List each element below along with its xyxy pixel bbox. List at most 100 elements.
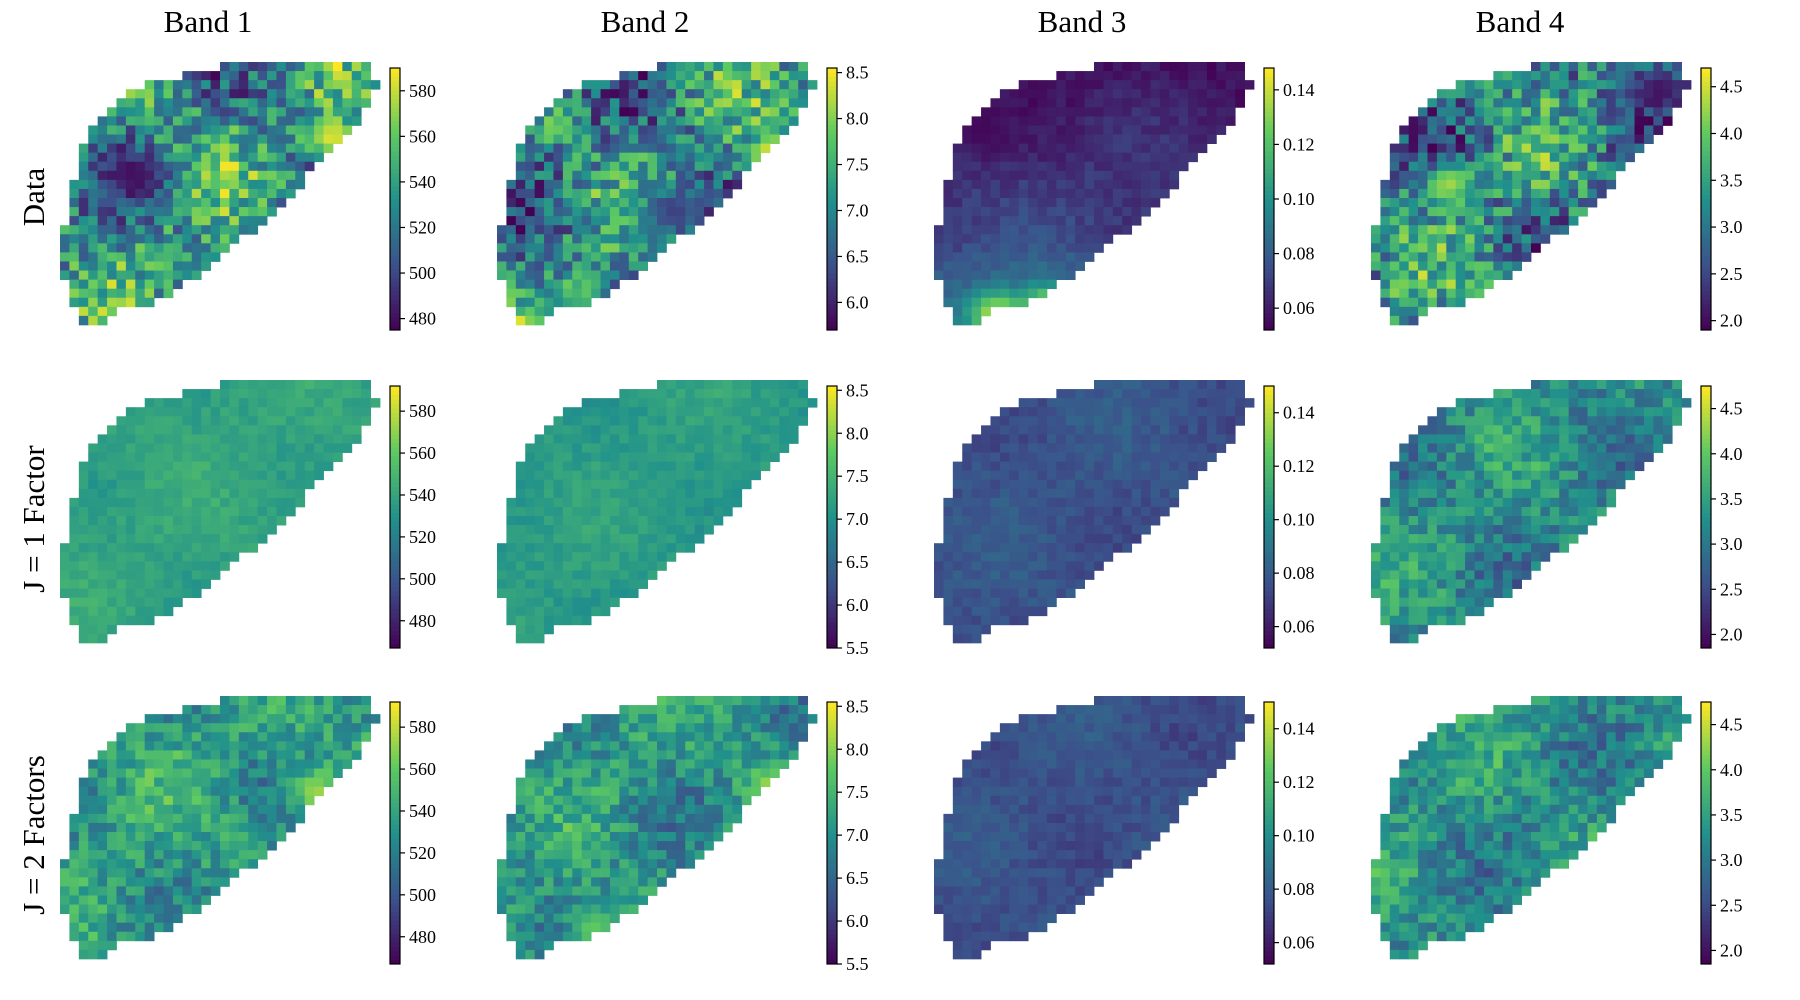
raster-cell [1018,534,1029,544]
raster-cell [285,179,296,190]
raster-cell [248,488,259,499]
raster-cell [1131,80,1142,90]
raster-cell [619,243,630,253]
raster-cell [628,89,639,99]
raster-cell [544,125,554,135]
raster-cell [97,315,108,326]
raster-cell [544,561,554,571]
raster-cell [220,516,230,526]
raster-cell [229,389,240,399]
raster-cell [248,389,259,399]
raster-cell [1094,552,1104,562]
raster-cell [191,225,202,235]
raster-cell [1112,398,1123,408]
raster-cell [116,279,127,290]
colorbar-swatch [827,85,837,91]
colorbar-swatch [827,207,837,213]
raster-cell [609,152,620,163]
raster-cell [1549,425,1560,435]
raster-cell [1493,134,1504,144]
raster-cell [163,606,174,617]
raster-cell [1380,270,1391,280]
raster-cell [1521,107,1532,117]
raster-cell [1122,107,1133,117]
raster-cell [1028,425,1038,435]
raster-cell [1178,398,1189,408]
raster-cell [553,116,564,126]
raster-cell [116,161,127,172]
raster-cell [1578,380,1588,390]
raster-cell [1559,134,1570,144]
raster-cell [238,470,249,481]
raster-cell [591,207,601,217]
raster-cell [1141,516,1151,526]
raster-cell [78,152,89,163]
raster-cell [581,161,592,172]
raster-cell [1075,71,1085,81]
raster-cell [144,434,155,444]
colorbar-swatch [390,394,400,400]
raster-cell [1178,107,1189,117]
raster-cell [1568,152,1579,163]
raster-cell [1150,134,1161,144]
raster-cell [125,270,136,280]
colorbar-tick-label: 0.10 [1283,510,1315,530]
raster-cell [1122,461,1133,472]
raster-cell [1075,80,1085,90]
raster-cell [1465,261,1475,271]
raster-cell [647,506,658,517]
raster-cell [971,561,982,571]
raster-cell [238,188,249,199]
raster-cell [732,425,743,435]
raster-cell [144,252,155,262]
colorbar-swatch [827,225,837,231]
raster-cell [1587,479,1598,490]
raster-cell [553,615,564,626]
raster-cell [647,497,658,508]
raster-cell [981,116,991,126]
raster-cell [1065,243,1076,253]
raster-cell [685,452,696,462]
raster-cell [107,479,117,490]
raster-cell [722,116,733,126]
raster-cell [581,570,592,580]
raster-cell [1122,380,1133,390]
raster-cell [1037,198,1048,208]
raster-cell [1399,207,1410,217]
raster-cell [182,407,193,417]
raster-cell [1206,443,1217,453]
raster-cell [1371,234,1381,244]
raster-cell [1131,116,1142,126]
raster-cell [1408,506,1419,517]
raster-cell [267,71,277,81]
raster-cell [1474,461,1485,472]
raster-cell [1568,98,1579,108]
raster-cell [116,461,127,472]
raster-cell [267,179,277,190]
raster-cell [685,207,696,217]
raster-cell [107,170,117,181]
raster-cell [685,488,696,499]
raster-cell [962,179,973,190]
raster-cell [943,570,954,580]
raster-cell [1625,425,1635,435]
raster-cell [1112,188,1123,199]
raster-cell [952,225,963,235]
raster-cell [1483,116,1494,126]
raster-cell [685,534,696,544]
raster-cell [1436,470,1447,481]
colorbar-swatch [1701,251,1711,257]
raster-cell [154,398,164,408]
raster-cell [562,116,573,126]
raster-cell [981,161,991,172]
raster-cell [201,225,211,235]
raster-cell [732,134,743,144]
raster-cell [1018,434,1029,444]
raster-cell [553,506,564,517]
colorbar-swatch [827,299,837,305]
raster-cell [1521,479,1532,490]
colorbar-swatch [1264,499,1274,505]
raster-cell [713,98,724,108]
raster-cell [1512,261,1522,271]
raster-cell [229,216,240,226]
